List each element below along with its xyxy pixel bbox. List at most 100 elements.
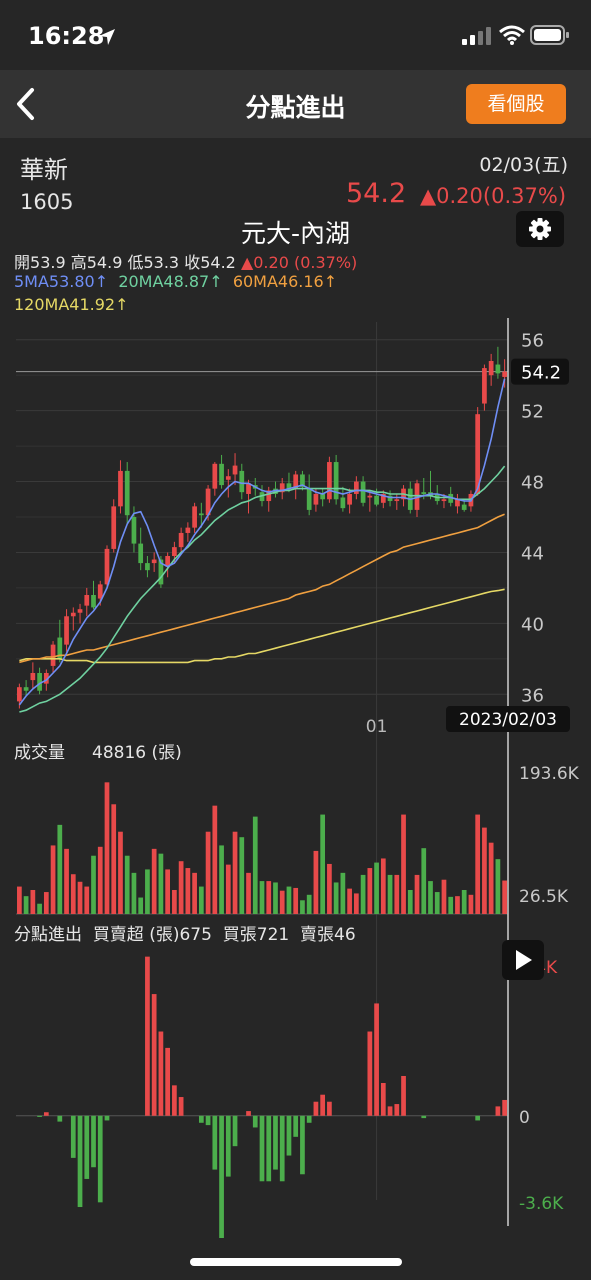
volume-bar (70, 874, 76, 914)
price-tick-label: 56 (521, 331, 544, 352)
volume-bar (407, 890, 413, 914)
candle-body (293, 474, 299, 489)
flow-bar (327, 1101, 332, 1116)
volume-bar (111, 804, 117, 914)
volume-bar (394, 874, 400, 914)
candle-body (104, 548, 110, 585)
page-title: 分點進出 (245, 93, 346, 122)
candle-body (219, 463, 224, 486)
stock-price: 54.2 (346, 178, 407, 209)
price-tick-label: 52 (521, 402, 544, 423)
low-label: 低 (127, 253, 144, 272)
volume-bar (502, 880, 507, 914)
candle-body (306, 488, 312, 510)
ma-legend-row-2: 120MA41.92↑ (14, 295, 129, 314)
chart-axes: 56524844403654.2012023/02/03193.6K26.5K6… (366, 318, 580, 1226)
volume-bar (246, 872, 251, 914)
flow-label: 分點進出 (14, 925, 82, 945)
volume-bar (461, 890, 467, 914)
ma60-legend: 60MA46.16↑ (232, 272, 338, 291)
candle-body (70, 612, 76, 617)
volume-bar (320, 814, 326, 914)
settings-button[interactable] (516, 211, 564, 247)
candle-body (37, 673, 42, 691)
volume-bar (367, 868, 373, 914)
volume-bar (273, 882, 278, 914)
ma5-line (18, 378, 506, 706)
volume-summary: 成交量 48816 (張) (14, 738, 182, 763)
play-button[interactable] (502, 940, 544, 980)
volume-bar (333, 882, 339, 914)
high-value: 54.9 (86, 253, 123, 272)
view-stock-button[interactable]: 看個股 (466, 84, 566, 124)
candle-body (495, 364, 501, 374)
flow-bar (421, 1115, 427, 1119)
candle-body (124, 470, 130, 516)
volume-bar (192, 872, 197, 914)
candle-body (246, 483, 251, 494)
candle-body (111, 506, 117, 549)
volume-bar (212, 805, 218, 914)
volume-bar (57, 824, 63, 914)
ma20-legend: 20MA48.87↑ (118, 272, 223, 291)
candle-body (97, 584, 103, 599)
flow-net-value: 675 (179, 925, 212, 945)
volume-bar (151, 848, 157, 914)
current-price-label: 54.2 (521, 363, 561, 384)
candle-body (488, 361, 494, 376)
back-chevron-icon[interactable] (12, 86, 42, 122)
flow-bar (387, 1106, 393, 1116)
flow-bar (57, 1115, 63, 1122)
candle-body (178, 532, 184, 548)
volume-bar (30, 890, 36, 914)
flow-buy-label: 買張 (222, 925, 257, 945)
candle-body (461, 504, 467, 510)
flow-bar (380, 1083, 386, 1116)
flow-bar (172, 1085, 177, 1116)
volume-bar (185, 868, 191, 914)
stock-name: 華新 (20, 156, 68, 184)
candle-body (165, 556, 171, 567)
stock-change: ▲0.20(0.37%) (420, 184, 567, 208)
volume-bar (448, 896, 454, 914)
candle-body (380, 493, 386, 503)
candle-body (30, 673, 36, 681)
candle-body (502, 371, 507, 377)
flow-bar (286, 1115, 292, 1156)
candle-body (441, 499, 447, 502)
flow-bar (97, 1115, 103, 1203)
candle-body (131, 517, 137, 544)
flow-sell-value: 46 (334, 925, 356, 945)
flow-bar (300, 1115, 305, 1175)
flow-axis-bottom: -3.6K (519, 1194, 564, 1214)
current-price-badge (511, 358, 569, 385)
volume-bar (225, 864, 231, 914)
volume-bar (124, 855, 130, 914)
volume-bar (23, 896, 29, 914)
candle-body (198, 513, 204, 516)
flow-bar (158, 1031, 164, 1116)
candle-body (205, 488, 211, 516)
ma120-legend: 120MA41.92↑ (14, 295, 129, 314)
volume-bar (64, 848, 69, 914)
flow-bar (367, 1031, 373, 1116)
volume-bar (172, 890, 177, 914)
candle-body (482, 368, 487, 404)
volume-value: 48816 (張) (92, 743, 182, 763)
flow-bar (145, 956, 150, 1116)
volume-bar (50, 845, 56, 914)
flow-bar (246, 1111, 251, 1116)
candle-body (313, 493, 319, 505)
flow-bar (259, 1115, 265, 1182)
candle-body (279, 483, 285, 493)
flow-bar (165, 1047, 171, 1116)
candle-body (327, 462, 332, 500)
volume-bar (165, 869, 171, 914)
candle-body (448, 493, 454, 503)
volume-bar (43, 892, 49, 914)
volume-bar (340, 872, 346, 914)
volume-bar (232, 831, 238, 914)
volume-bar (77, 881, 83, 914)
stock-chart[interactable]: 56 52 48 44 40 36 54.2 01 2023/02/03 193.6K 26.5K 6… (0, 318, 591, 1238)
low-value: 53.3 (143, 253, 180, 272)
